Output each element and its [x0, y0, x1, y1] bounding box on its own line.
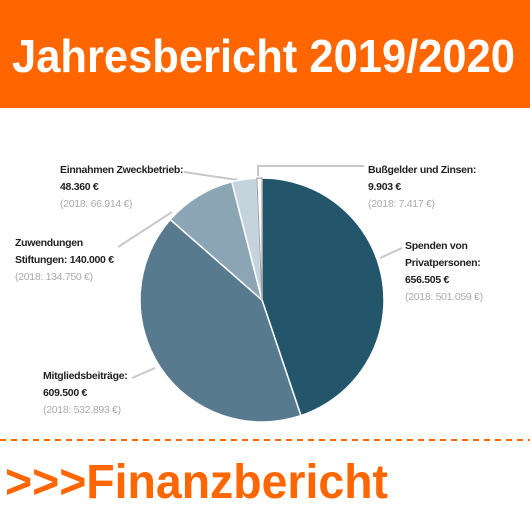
- pie: [139, 177, 385, 423]
- prior-year-label: (2018: 501.059 €): [405, 291, 483, 303]
- leader-line: [131, 367, 156, 379]
- value-label: 9.903 €: [368, 181, 401, 193]
- category-label: Zuwendungen Stiftungen:: [15, 237, 83, 266]
- slice-label: Mitgliedsbeiträge: 609.500 € (2018: 532.8…: [43, 368, 143, 419]
- prior-year-label: (2018: 532.893 €): [43, 404, 121, 416]
- category-label: Spenden von Privatpersonen:: [405, 240, 481, 269]
- prior-year-label: (2018: 7.417 €): [368, 198, 435, 210]
- slice-label: Zuwendungen Stiftungen: 140.000 € (2018: …: [15, 235, 125, 286]
- slice-label: Einnahmen Zweckbetrieb: 48.360 € (2018: 6…: [60, 162, 185, 213]
- prior-year-label: (2018: 66.914 €): [60, 198, 133, 210]
- leader-line: [117, 211, 173, 248]
- footer-title: >>>Finanzbericht: [5, 456, 388, 509]
- leader-line: [183, 171, 239, 181]
- category-label: Mitgliedsbeiträge:: [43, 370, 128, 382]
- leader-line: [257, 165, 364, 176]
- category-label: Einnahmen Zweckbetrieb:: [60, 164, 184, 176]
- slice-label: Spenden von Privatpersonen: 656.505 € (20…: [405, 238, 495, 306]
- value-label: 140.000 €: [69, 254, 114, 266]
- pie-slice: [261, 177, 385, 417]
- category-label: Bußgelder und Zinsen:: [368, 164, 477, 176]
- chart-title: Jahresbericht 2019/2020: [12, 30, 515, 82]
- prior-year-label: (2018: 134.750 €): [15, 271, 93, 283]
- header-band: [0, 0, 530, 108]
- slice-label: Bußgelder und Zinsen: 9.903 € (2018: 7.41…: [368, 162, 478, 213]
- value-label: 656.505 €: [405, 274, 450, 286]
- leader-line: [379, 247, 403, 259]
- leader-lines: [117, 165, 403, 379]
- value-label: 48.360 €: [60, 181, 99, 193]
- pie-slice: [256, 177, 263, 301]
- value-label: 609.500 €: [43, 387, 88, 399]
- pie-slice: [139, 218, 302, 423]
